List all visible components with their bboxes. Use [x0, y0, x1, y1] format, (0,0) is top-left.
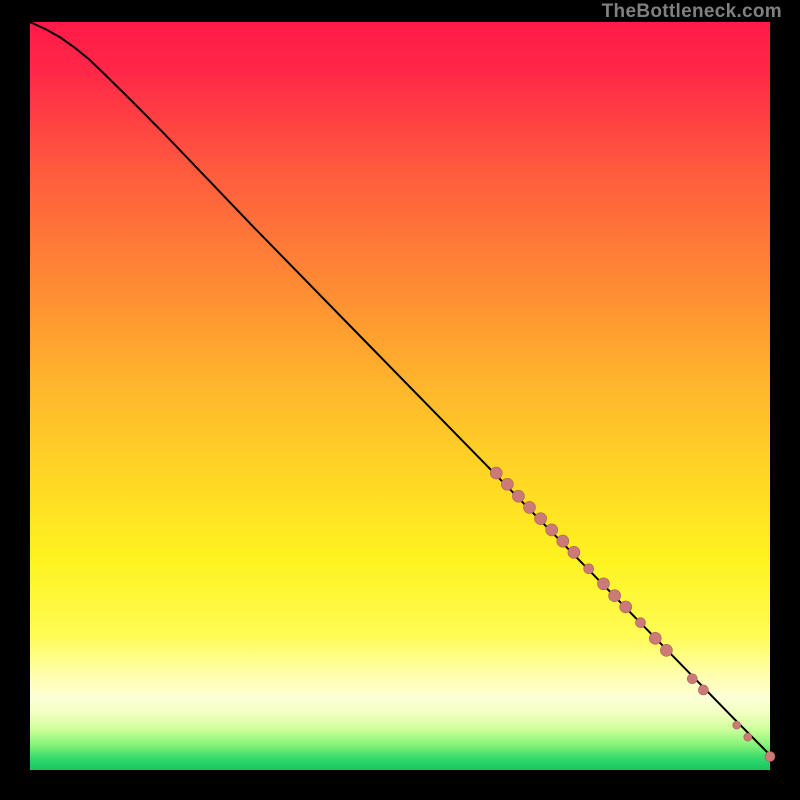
scatter-point [649, 632, 661, 644]
chart-root: TheBottleneck.com [0, 0, 800, 800]
scatter-point [698, 685, 708, 695]
scatter-point [598, 578, 610, 590]
scatter-point [535, 513, 547, 525]
scatter-point [765, 752, 775, 762]
watermark-text: TheBottleneck.com [602, 0, 782, 24]
scatter-point [733, 721, 741, 729]
scatter-point [512, 490, 524, 502]
scatter-point [660, 644, 672, 656]
scatter-point [546, 524, 558, 536]
plot-background [30, 22, 770, 770]
scatter-point [501, 478, 513, 490]
scatter-point [584, 564, 594, 574]
scatter-point [687, 674, 697, 684]
scatter-point [524, 501, 536, 513]
scatter-point [744, 733, 752, 741]
scatter-point [557, 535, 569, 547]
scatter-point [620, 601, 632, 613]
scatter-point [609, 590, 621, 602]
chart-svg [0, 0, 800, 800]
scatter-point [636, 618, 646, 628]
scatter-point [490, 467, 502, 479]
scatter-point [568, 546, 580, 558]
